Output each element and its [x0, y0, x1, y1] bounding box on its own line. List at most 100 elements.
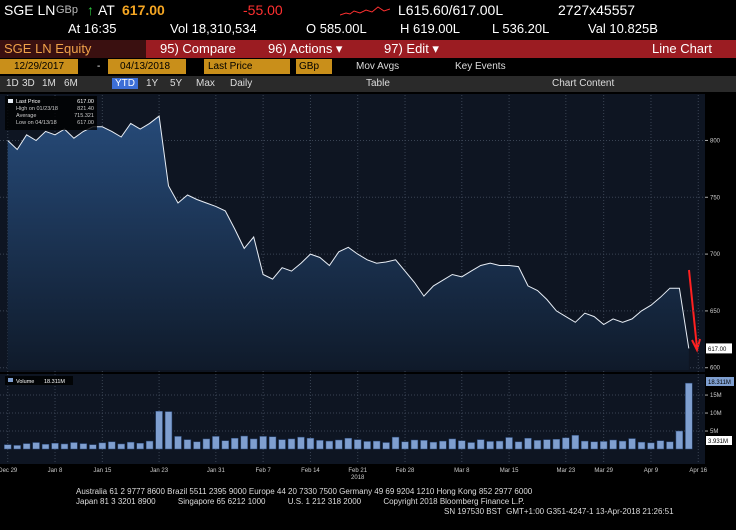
- range-button[interactable]: 6M: [64, 78, 78, 89]
- security[interactable]: SGE LN Equity: [4, 41, 92, 56]
- volume-bar: [127, 441, 135, 450]
- mov-avgs[interactable]: Mov Avgs: [356, 61, 400, 72]
- footer-line: Australia 61 2 9777 8600 Brazil 5511 239…: [76, 487, 533, 496]
- volume-bar: [514, 441, 523, 450]
- volume-bar: [117, 443, 125, 450]
- at-label: AT: [98, 2, 115, 18]
- volume-bar: [505, 437, 513, 450]
- start-field[interactable]: [0, 59, 78, 74]
- key-events[interactable]: Key Events: [455, 61, 506, 72]
- volume-bar: [306, 437, 315, 450]
- range-button[interactable]: Max: [196, 78, 215, 89]
- y-tick-label: 700: [710, 252, 721, 258]
- volume-average-label: 3.931M: [708, 439, 728, 445]
- volume-bar: [240, 435, 248, 450]
- volume-bar: [600, 441, 608, 450]
- volume-bar: [22, 443, 31, 450]
- legend-label: Last Price: [16, 99, 40, 105]
- volume-bar: [439, 440, 447, 450]
- volume-bar: [212, 436, 220, 450]
- y-tick-label: 800: [710, 138, 721, 144]
- volume-bar: [458, 440, 466, 450]
- volume-bar: [98, 442, 106, 450]
- volume-bar: [382, 442, 390, 450]
- chart-content[interactable]: Chart Content: [552, 78, 615, 89]
- time: At 16:35: [68, 21, 117, 36]
- date-dash: -: [97, 61, 101, 72]
- last-price: 617.00: [122, 2, 165, 18]
- x-tick-label: Dec 29: [0, 468, 18, 474]
- volume-bar: [193, 441, 201, 450]
- range-button[interactable]: 1D: [6, 78, 19, 89]
- range-button[interactable]: YTD: [112, 78, 138, 89]
- y-tick-label: 15M: [710, 393, 722, 399]
- frequency[interactable]: Daily: [230, 78, 253, 89]
- volume-bar: [486, 441, 494, 450]
- legend-label: High on 01/23/18: [16, 106, 58, 112]
- range-button[interactable]: 1M: [42, 78, 56, 89]
- volume-bar: [13, 445, 21, 450]
- footer-line: SN 197530 BST GMT+1:00 G351-4247-1 13-Ap…: [444, 507, 674, 516]
- range-button[interactable]: 3D: [22, 78, 35, 89]
- legend-label: Average: [16, 113, 36, 119]
- y-tick-label: 750: [710, 195, 721, 201]
- volume-bar: [363, 441, 371, 450]
- volume-bar: [495, 440, 504, 450]
- range-button[interactable]: 1Y: [146, 78, 159, 89]
- arrow: ↑: [87, 2, 94, 18]
- x-tick-label: Mar 8: [454, 468, 470, 474]
- chart: Dec 29 Jan 8 Jan 15 Jan 23 Jan 31 Feb 7 Feb 14…: [0, 94, 734, 481]
- table-button[interactable]: Table: [366, 78, 390, 89]
- field[interactable]: Last Price: [208, 61, 253, 72]
- legend-swatch: [8, 378, 13, 382]
- volume-bar: [675, 430, 684, 450]
- x-tick-label: Jan 31: [207, 468, 226, 474]
- units-select[interactable]: [296, 59, 332, 74]
- change: -55.00: [243, 2, 283, 18]
- volume-bar: [4, 444, 12, 450]
- volume-bar: [268, 436, 277, 450]
- volume-bar: [60, 443, 69, 450]
- volume-bar: [420, 440, 428, 450]
- x-tick-label: Apr 9: [644, 468, 659, 474]
- field-select[interactable]: [204, 59, 290, 74]
- volume-panel: [0, 374, 705, 464]
- function-bar: [0, 40, 736, 58]
- volume-bar: [41, 444, 50, 450]
- x-tick-label: Jan 15: [93, 468, 112, 474]
- legend-value: 617.00: [77, 99, 94, 105]
- end-date[interactable]: 04/13/2018: [120, 61, 171, 72]
- range-bar: [0, 76, 736, 92]
- volume-bar: [562, 437, 570, 450]
- start-date[interactable]: 12/29/2017: [14, 61, 65, 72]
- volume-bar: [335, 439, 343, 450]
- volume-bar: [79, 443, 88, 450]
- x-tick-label: Mar 15: [500, 468, 519, 474]
- edit-button[interactable]: 97) Edit ▾: [384, 41, 439, 56]
- compare-button[interactable]: 95) Compare: [160, 41, 236, 56]
- volume-bar: [344, 437, 352, 450]
- volume-bar: [581, 440, 589, 450]
- high: H 619.00L: [400, 21, 460, 36]
- volume-bar: [477, 439, 485, 450]
- legend-swatch: [8, 99, 13, 103]
- volume-bar: [656, 440, 665, 450]
- volume-average-box: [706, 436, 732, 445]
- y-tick-label: 10M: [710, 411, 722, 417]
- volume-bar: [685, 382, 693, 450]
- x-tick-label: Feb 28: [396, 468, 415, 474]
- view-title: Line Chart: [652, 41, 712, 56]
- low: L 536.20L: [492, 21, 550, 36]
- y-tick-label: 600: [710, 366, 721, 372]
- volume-bar: [259, 436, 267, 450]
- volume-bar: [136, 442, 144, 450]
- actions-button[interactable]: 96) Actions ▾: [268, 41, 343, 56]
- legend-box: [5, 376, 73, 385]
- volume-bar: [552, 439, 561, 450]
- volume-bar: [32, 442, 40, 450]
- end-field[interactable]: [108, 59, 186, 74]
- range-button[interactable]: 5Y: [170, 78, 183, 89]
- legend-label: Volume: [16, 379, 34, 385]
- units[interactable]: GBp: [299, 61, 320, 72]
